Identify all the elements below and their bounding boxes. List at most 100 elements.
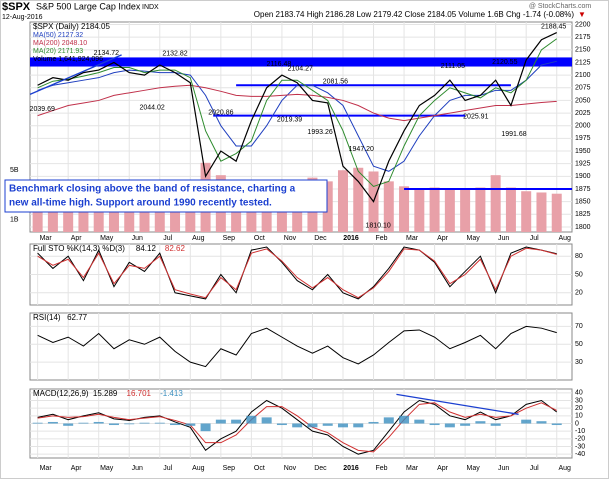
y-tick-label: 1975 (575, 135, 591, 142)
legend-value: 15.289 (93, 389, 118, 398)
x-tick-label: Oct (254, 465, 265, 472)
volume-bar (444, 190, 455, 232)
x-tick-label: Oct (254, 235, 265, 242)
panel-title: Full STO %K(14,3) %D(3) (33, 244, 125, 253)
y-tick-label: 2000 (575, 123, 591, 130)
panel-title: $SPX (Daily) 2184.05 (33, 22, 110, 31)
histogram-bar (307, 423, 318, 428)
histogram-bar (215, 419, 226, 424)
histogram-bar (490, 423, 501, 426)
price-annotation: 2132.82 (162, 51, 187, 58)
histogram-bar (337, 423, 348, 428)
histogram-bar (551, 423, 562, 426)
y-tick-label: 1825 (575, 211, 591, 218)
y-tick-label: 50 (575, 271, 583, 278)
x-tick-label: Jun (132, 235, 143, 242)
panel (29, 312, 573, 381)
volume-bar (353, 167, 364, 232)
y-tick-label: -20 (575, 436, 585, 443)
x-tick-label: Dec (314, 235, 327, 242)
price-annotation: 1810.10 (365, 222, 390, 229)
x-tick-label: Dec (314, 465, 327, 472)
legend-value: 62.77 (67, 313, 88, 322)
histogram-bar (93, 421, 104, 424)
panel-title: MACD(12,26,9) (33, 389, 89, 398)
histogram-bar (521, 419, 532, 424)
volume-bar (505, 187, 516, 232)
histogram-bar (124, 423, 135, 425)
price-annotation: 2120.55 (492, 59, 517, 66)
series-line (37, 402, 557, 453)
y-tick-label: 80 (575, 253, 583, 260)
x-tick-label: Jun (498, 465, 509, 472)
y-tick-label: 2050 (575, 97, 591, 104)
volume-bar (475, 187, 486, 232)
volume-tick-label: 5B (10, 167, 19, 174)
price-annotation: 2039.69 (30, 106, 55, 113)
y-tick-label: -30 (575, 443, 585, 450)
histogram-bar (139, 422, 150, 424)
y-tick-label: 20 (575, 405, 583, 412)
trend-line (396, 393, 519, 415)
price-annotation: 2020.86 (208, 109, 233, 116)
y-tick-label: 2150 (575, 47, 591, 54)
legend-value: 84.12 (136, 244, 157, 253)
histogram-bar (231, 419, 242, 424)
legend-entry: Volume 1,641,924,096 (33, 56, 103, 63)
histogram-bar (414, 419, 425, 424)
volume-bar (490, 175, 501, 232)
symbol: $SPX (2, 1, 31, 13)
index-name: S&P 500 Large Cap Index (36, 1, 141, 11)
y-tick-label: 40 (575, 390, 583, 397)
x-tick-label: 2016 (343, 235, 359, 242)
price-annotation: 2188.45 (541, 23, 566, 30)
series-line (37, 38, 558, 188)
legend-entry: MA(20) 2171.93 (33, 48, 83, 55)
histogram-bar (108, 423, 119, 426)
y-tick-label: 2175 (575, 34, 591, 41)
x-tick-label: Jun (132, 465, 143, 472)
legend-value: 16.701 (127, 389, 152, 398)
price-annotation: 2019.39 (277, 117, 302, 124)
series-line (37, 325, 557, 368)
series-line (37, 246, 557, 300)
y-tick-label: 10 (575, 413, 583, 420)
y-tick-label: 1875 (575, 186, 591, 193)
x-tick-label: Jul (530, 465, 539, 472)
series-line (37, 247, 557, 299)
x-tick-label: Nov (284, 235, 297, 242)
x-tick-label: Mar (406, 465, 419, 472)
histogram-bar (185, 423, 196, 426)
price-annotation: 1947.20 (349, 146, 374, 153)
x-tick-label: Aug (192, 235, 205, 242)
series-line (37, 60, 557, 172)
x-tick-label: Aug (192, 465, 205, 472)
x-tick-label: Apr (71, 465, 83, 472)
legend-entry: MA(200) 2048.10 (33, 40, 87, 47)
series-line (37, 399, 558, 455)
y-tick-label: 20 (575, 290, 583, 297)
x-tick-label: May (467, 465, 481, 472)
x-tick-label: Jul (163, 235, 172, 242)
histogram-bar (32, 422, 43, 424)
y-tick-label: 1950 (575, 148, 591, 155)
y-tick-label: 1925 (575, 161, 591, 168)
y-tick-label: 2125 (575, 59, 591, 66)
down-arrow: ▼ (578, 10, 586, 19)
histogram-bar (322, 423, 333, 426)
legend-value: -1.413 (160, 389, 183, 398)
x-tick-label: Nov (284, 465, 297, 472)
histogram-bar (460, 423, 471, 426)
y-tick-label: 1800 (575, 224, 591, 231)
x-tick-label: May (467, 235, 481, 242)
x-tick-label: Feb (375, 235, 387, 242)
volume-bar (322, 181, 333, 232)
y-tick-label: 30 (575, 359, 583, 366)
histogram-bar (246, 415, 257, 424)
price-annotation: 2081.56 (323, 79, 348, 86)
x-tick-label: Mar (40, 235, 53, 242)
y-tick-label: -40 (575, 451, 585, 458)
y-tick-label: 2200 (575, 21, 591, 28)
price-annotation: 2044.02 (139, 104, 164, 111)
